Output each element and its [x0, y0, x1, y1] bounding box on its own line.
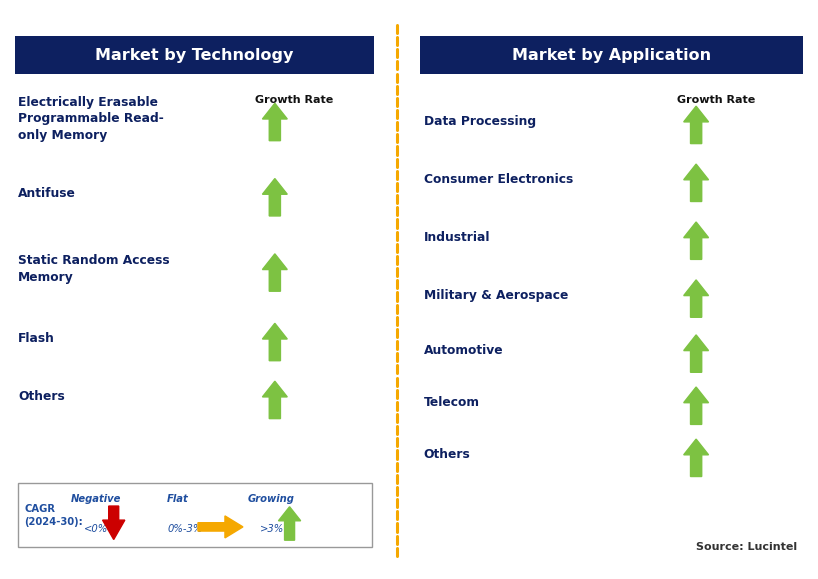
FancyBboxPatch shape [420, 36, 803, 74]
Text: Military & Aerospace: Military & Aerospace [424, 289, 568, 302]
Text: CAGR
(2024-30):: CAGR (2024-30): [25, 504, 83, 526]
Text: Industrial: Industrial [424, 231, 490, 244]
Text: Telecom: Telecom [424, 396, 479, 409]
Polygon shape [263, 178, 287, 216]
Text: Growing: Growing [248, 494, 295, 504]
Polygon shape [278, 507, 301, 540]
Text: Flash: Flash [18, 332, 55, 345]
Text: Electrically Erasable
Programmable Read-
only Memory: Electrically Erasable Programmable Read-… [18, 96, 164, 142]
Text: Consumer Electronics: Consumer Electronics [424, 173, 573, 186]
Text: <0%: <0% [83, 525, 108, 534]
Polygon shape [684, 222, 708, 259]
Polygon shape [263, 103, 287, 141]
Polygon shape [684, 439, 708, 477]
Polygon shape [263, 254, 287, 291]
Polygon shape [102, 506, 125, 540]
Text: Market by Technology: Market by Technology [95, 47, 294, 63]
Text: Source: Lucintel: Source: Lucintel [696, 542, 798, 552]
Text: Market by Application: Market by Application [512, 47, 711, 63]
Text: Antifuse: Antifuse [18, 188, 76, 200]
Polygon shape [684, 387, 708, 424]
Text: Data Processing: Data Processing [424, 115, 536, 128]
Text: Static Random Access
Memory: Static Random Access Memory [18, 255, 169, 284]
FancyBboxPatch shape [15, 36, 374, 74]
Text: Others: Others [18, 390, 65, 403]
Text: Negative: Negative [70, 494, 121, 504]
Text: 0%-3%: 0%-3% [168, 525, 204, 534]
FancyBboxPatch shape [18, 483, 372, 547]
Polygon shape [684, 164, 708, 201]
Text: Growth Rate: Growth Rate [676, 95, 755, 105]
Text: Growth Rate: Growth Rate [255, 95, 334, 105]
Text: Flat: Flat [167, 494, 188, 504]
Text: Others: Others [424, 448, 470, 461]
Polygon shape [263, 323, 287, 361]
Polygon shape [198, 516, 243, 538]
Text: Automotive: Automotive [424, 344, 503, 357]
Text: >3%: >3% [259, 525, 284, 534]
Polygon shape [263, 381, 287, 419]
Polygon shape [684, 335, 708, 372]
Polygon shape [684, 280, 708, 317]
Polygon shape [684, 106, 708, 144]
